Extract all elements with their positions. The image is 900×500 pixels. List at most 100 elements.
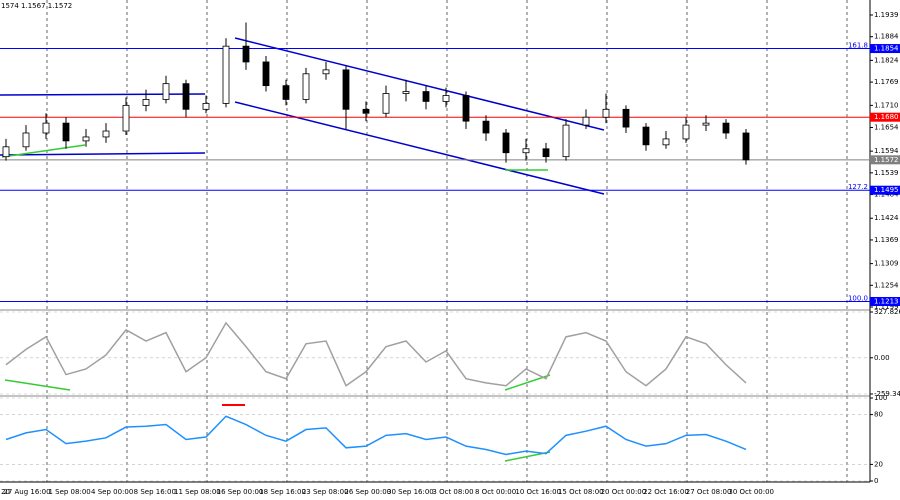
x-tick-label: 1 Sep 08:00 [48, 488, 90, 496]
level-label: 100.0 [848, 295, 868, 303]
x-tick-label: 30 Sep 16:00 [387, 488, 434, 496]
y-tick-label: 1.1939 [874, 11, 899, 19]
level-label: 161.8 [848, 42, 868, 50]
x-tick-label: 27 Aug 16:00 [3, 488, 50, 496]
price-label: 1.1213 [874, 298, 899, 306]
candle-body [342, 69, 350, 110]
candle-body [322, 69, 330, 75]
y-tick-label: -259.342 [874, 390, 900, 398]
candle-body [262, 61, 270, 87]
candle-body [422, 91, 430, 102]
candle-body [302, 73, 310, 100]
y-tick-label: 1.1539 [874, 169, 899, 177]
range-upper [0, 93, 206, 96]
price-label: 1.1680 [874, 113, 899, 121]
x-tick-label: 26 Sep 00:00 [344, 488, 391, 496]
price-label-box [870, 112, 900, 122]
x-tick-label: 20 [1, 488, 10, 496]
candle-body [242, 45, 250, 63]
level-label: 127.2 [848, 183, 868, 191]
y-tick-label: 1.1594 [874, 147, 899, 155]
candle-body [162, 83, 170, 100]
y-tick-label: 1.1824 [874, 56, 899, 64]
range-lower [0, 152, 206, 156]
candle-body [142, 99, 150, 106]
y-tick-label: 1.1369 [874, 236, 899, 244]
candle-body [202, 102, 210, 110]
price-label: 1.1854 [874, 45, 899, 53]
y-tick-label: 1.1769 [874, 78, 899, 86]
candle-body [22, 132, 30, 148]
candle-body [82, 136, 90, 142]
x-tick-label: 8 Sep 16:00 [134, 488, 176, 496]
candle-body [2, 146, 10, 158]
header-text: 1574 1.1567 1.1572 [1, 2, 72, 10]
candle-body [502, 132, 510, 154]
price-label-box [870, 155, 900, 165]
x-tick-label: 27 Oct 08:00 [686, 488, 732, 496]
y-tick-label: 1.1654 [874, 123, 899, 131]
y-tick-label: 1.1254 [874, 281, 899, 289]
x-tick-label: 3 Oct 08:00 [432, 488, 473, 496]
candle-body [562, 124, 570, 158]
y-tick-label: 1.1309 [874, 260, 899, 268]
candle-body [382, 93, 390, 114]
candle-body [462, 95, 470, 122]
price-label-box [870, 44, 900, 54]
candle-body [582, 116, 590, 126]
y-tick-label: 1.1710 [874, 101, 899, 109]
indicator-line [5, 415, 747, 456]
y-tick-label: 0.00 [874, 354, 890, 362]
x-tick-label: 20 Oct 00:00 [601, 488, 647, 496]
x-tick-label: 30 Oct 00:00 [728, 488, 774, 496]
candle-body [122, 104, 130, 132]
divergence-line [1, 144, 86, 158]
x-tick-label: 11 Sep 08:00 [174, 488, 221, 496]
candle-body [662, 138, 670, 146]
x-tick-label: 23 Sep 08:00 [302, 488, 349, 496]
price-label: 1.1495 [874, 186, 899, 194]
y-tick-label: 1.1884 [874, 33, 899, 41]
y-tick-label: 1.1199 [874, 303, 899, 311]
y-tick-label: 100 [874, 394, 887, 402]
candle-body [102, 130, 110, 138]
candle-body [482, 120, 490, 134]
x-tick-label: 22 Oct 16:00 [643, 488, 689, 496]
x-tick-label: 4 Sep 00:00 [91, 488, 133, 496]
candle-body [622, 108, 630, 128]
candle-body [722, 122, 730, 134]
x-tick-label: 16 Sep 00:00 [217, 488, 264, 496]
x-tick-label: 15 Oct 08:00 [558, 488, 604, 496]
price-label: 1.1572 [874, 156, 899, 164]
candle-body [602, 108, 610, 118]
candle-body [62, 122, 70, 142]
indicator-line [5, 321, 747, 387]
candle-body [182, 83, 190, 110]
candle-body [542, 148, 550, 158]
x-tick-label: 18 Sep 16:00 [259, 488, 306, 496]
y-tick-label: 20 [874, 460, 883, 468]
y-tick-label: 1.1424 [874, 214, 899, 222]
candle-body [522, 148, 530, 154]
divergence-line [4, 379, 71, 391]
candle-body [682, 124, 690, 140]
candle-body [362, 108, 370, 114]
x-tick-label: 8 Oct 00:00 [475, 488, 516, 496]
x-tick-label: 10 Oct 16:00 [515, 488, 561, 496]
y-tick-label: 0 [874, 477, 878, 485]
candle-body [442, 95, 450, 102]
candle-body [222, 45, 230, 104]
candle-body [702, 122, 710, 126]
candle-body [642, 126, 650, 146]
y-tick-label: 80 [874, 411, 883, 419]
y-tick-label: 327.826 [874, 308, 900, 316]
candle-body [402, 91, 410, 94]
channel-upper [234, 37, 605, 131]
candle-body [282, 85, 290, 100]
price-label-box [870, 185, 900, 195]
candle-body [42, 122, 50, 134]
candle-body [742, 132, 750, 161]
price-label-box [870, 297, 900, 307]
